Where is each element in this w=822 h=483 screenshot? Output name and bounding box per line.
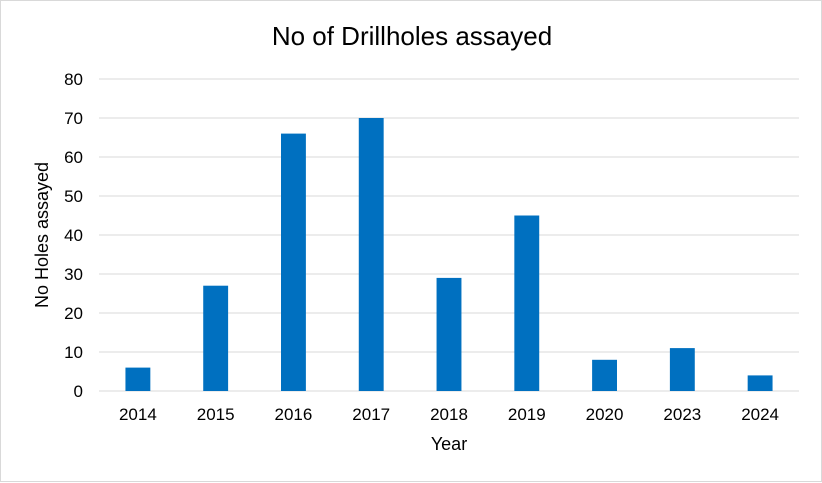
y-tick-label: 0 xyxy=(74,382,83,401)
y-tick-label: 40 xyxy=(64,226,83,245)
y-tick-labels: 0 10 20 30 40 50 60 70 80 xyxy=(64,70,83,401)
bar-2014 xyxy=(125,367,151,391)
bar-2019 xyxy=(514,215,540,391)
y-tick-label: 20 xyxy=(64,304,83,323)
bar-2020 xyxy=(592,359,617,391)
y-axis-title: No Holes assayed xyxy=(32,162,52,308)
bar-2016 xyxy=(281,133,306,391)
x-axis-title: Year xyxy=(431,434,467,454)
x-tick-label: 2016 xyxy=(275,405,313,424)
y-tick-label: 50 xyxy=(64,187,83,206)
chart-title: No of Drillholes assayed xyxy=(272,21,552,51)
y-tick-label: 10 xyxy=(64,343,83,362)
bars xyxy=(125,118,773,391)
x-tick-label: 2024 xyxy=(741,405,779,424)
y-tick-label: 70 xyxy=(64,109,83,128)
bar-2017 xyxy=(358,118,384,391)
x-tick-label: 2019 xyxy=(508,405,546,424)
y-tick-label: 80 xyxy=(64,70,83,89)
x-tick-label: 2020 xyxy=(586,405,624,424)
x-tick-labels: 2014 2015 2016 2017 2018 2019 2020 2023 2024 xyxy=(119,405,779,424)
bar-2015 xyxy=(203,285,229,391)
x-tick-label: 2014 xyxy=(119,405,157,424)
bar-2024 xyxy=(747,375,773,391)
x-tick-label: 2017 xyxy=(352,405,390,424)
x-tick-label: 2018 xyxy=(430,405,468,424)
x-tick-label: 2015 xyxy=(197,405,235,424)
y-tick-label: 30 xyxy=(64,265,83,284)
bar-2018 xyxy=(436,277,462,391)
x-tick-label: 2023 xyxy=(663,405,701,424)
y-tick-label: 60 xyxy=(64,148,83,167)
bar-2023 xyxy=(669,348,695,391)
